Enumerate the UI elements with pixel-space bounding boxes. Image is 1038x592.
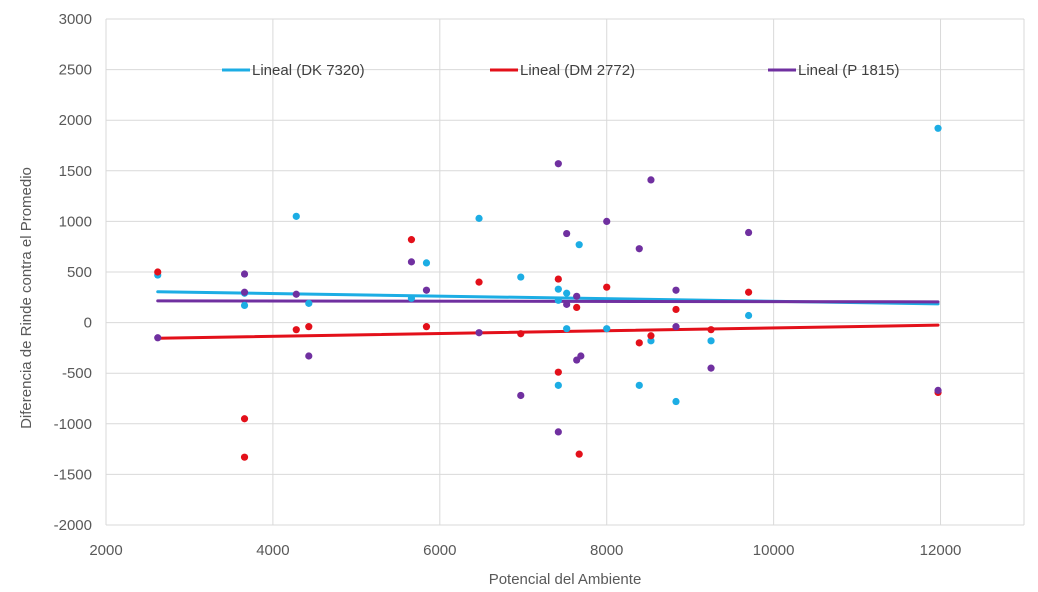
data-point	[672, 397, 680, 406]
data-points	[154, 124, 942, 461]
data-point	[603, 217, 611, 225]
data-point	[563, 300, 571, 308]
legend: Lineal (DK 7320) Lineal (DM 2772) Lineal (…	[222, 62, 899, 79]
data-point	[407, 258, 416, 266]
y-tick-label: 1000	[59, 213, 92, 230]
data-point	[154, 334, 162, 342]
data-point	[573, 292, 581, 300]
data-point	[475, 214, 483, 222]
data-point	[554, 285, 562, 293]
data-point	[745, 311, 753, 320]
data-point	[475, 278, 483, 286]
data-point	[422, 286, 431, 294]
y-tick-label: -1500	[54, 466, 92, 483]
legend-label: Lineal (DK 7320)	[252, 62, 365, 79]
data-point	[292, 290, 300, 298]
y-tick-label: -1000	[54, 416, 92, 433]
legend-label: Lineal (DM 2772)	[520, 62, 635, 79]
x-tick-label: 8000	[590, 542, 623, 559]
data-point	[563, 289, 571, 297]
trendline	[156, 299, 940, 304]
data-point	[707, 337, 715, 345]
y-tick-label: 500	[67, 264, 92, 281]
x-tick-label: 4000	[256, 542, 289, 559]
data-point	[292, 212, 300, 220]
data-point	[517, 273, 525, 281]
data-point	[240, 453, 249, 461]
x-axis-title: Potencial del Ambiente	[489, 571, 642, 588]
data-point	[554, 296, 562, 304]
data-point	[575, 241, 583, 249]
data-point	[745, 228, 753, 237]
data-point	[672, 286, 680, 294]
trendline	[156, 323, 940, 340]
data-point	[305, 352, 313, 360]
data-point	[407, 294, 416, 302]
data-point	[635, 381, 643, 389]
data-point	[240, 301, 249, 309]
y-tick-label: -500	[62, 365, 92, 382]
data-point	[603, 325, 611, 333]
data-point	[517, 391, 525, 400]
data-point	[603, 283, 611, 291]
y-tick-label: 1500	[59, 163, 92, 180]
data-point	[647, 337, 655, 345]
data-point	[407, 236, 416, 244]
data-point	[554, 428, 562, 436]
y-tick-label: 2000	[59, 112, 92, 129]
y-tick-label: 2500	[59, 62, 92, 79]
data-point	[563, 325, 571, 333]
data-point	[240, 270, 249, 278]
data-point	[934, 386, 942, 395]
data-point	[934, 124, 942, 132]
data-point	[240, 288, 249, 296]
data-point	[475, 329, 483, 337]
data-point	[745, 288, 753, 296]
data-point	[635, 339, 643, 347]
data-point	[672, 305, 680, 314]
y-tick-label: 3000	[59, 11, 92, 28]
data-point	[577, 352, 585, 360]
data-point	[707, 326, 715, 334]
data-point	[575, 450, 583, 458]
data-point	[563, 229, 571, 238]
x-tick-label: 2000	[89, 542, 122, 559]
data-point	[707, 364, 715, 372]
data-point	[154, 268, 162, 276]
trendlines	[156, 290, 940, 340]
data-point	[573, 303, 581, 312]
data-point	[292, 326, 300, 334]
data-point	[240, 415, 249, 423]
data-point	[554, 381, 562, 389]
data-point	[422, 323, 431, 331]
data-point	[554, 275, 562, 283]
data-point	[422, 259, 431, 267]
y-axis-title: Diferencia de Rinde contra el Promedio	[18, 167, 35, 429]
data-point	[305, 299, 313, 307]
x-tick-label: 10000	[753, 542, 795, 559]
y-tick-label: -2000	[54, 517, 92, 534]
data-point	[672, 323, 680, 331]
data-point	[305, 323, 313, 331]
data-point	[647, 176, 655, 184]
data-point	[517, 330, 525, 338]
gridlines	[105, 18, 1025, 526]
data-point	[554, 368, 562, 376]
x-tick-label: 6000	[423, 542, 456, 559]
data-point	[647, 332, 655, 340]
x-tick-label: 12000	[920, 542, 962, 559]
data-point	[635, 245, 643, 253]
legend-label: Lineal (P 1815)	[798, 62, 899, 79]
axes: 2000 4000 6000 8000 10000 12000-2000-1500-100…	[54, 11, 962, 559]
data-point	[554, 160, 562, 168]
y-tick-label: 0	[84, 315, 92, 332]
